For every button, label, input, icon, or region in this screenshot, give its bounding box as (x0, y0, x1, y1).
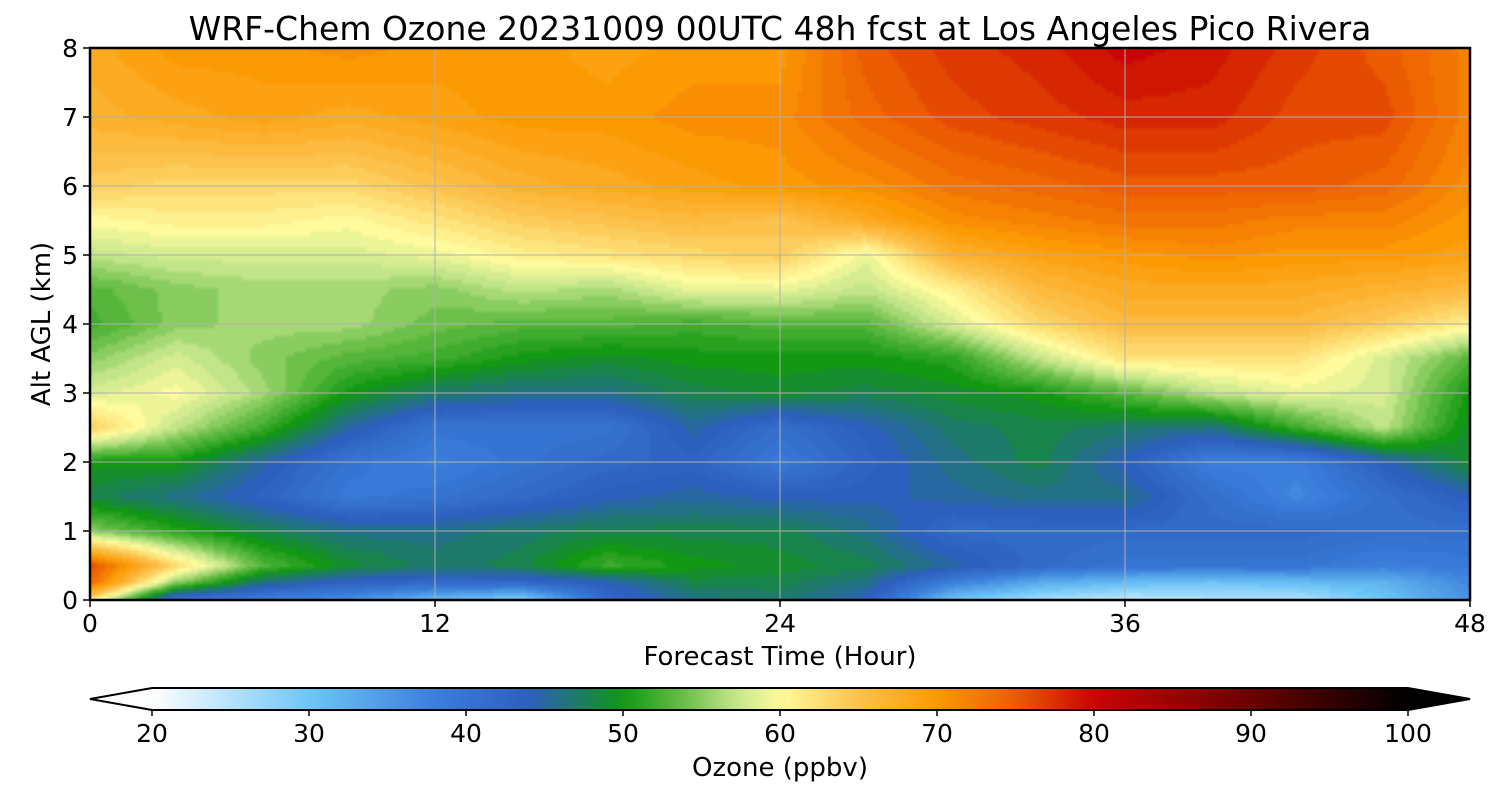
colorbar-ticks: 20 30 40 50 60 70 80 90 100 (136, 710, 1432, 748)
y-axis-ticks: 0 1 2 3 4 5 6 7 8 (62, 34, 90, 615)
colorbar-tick-label: 40 (450, 719, 482, 748)
chart-title: WRF-Chem Ozone 20231009 00UTC 48h fcst a… (189, 9, 1372, 48)
x-tick-label: 24 (764, 609, 796, 638)
colorbar-tick-label: 70 (921, 719, 953, 748)
y-tick-label: 5 (62, 241, 78, 270)
y-tick-label: 6 (62, 172, 78, 201)
colorbar-tick-label: 90 (1235, 719, 1267, 748)
colorbar-tick-label: 20 (136, 719, 168, 748)
colorbar-tick-label: 30 (293, 719, 325, 748)
colorbar: 20 30 40 50 60 70 80 90 100 Ozone (ppbv) (89, 687, 1471, 783)
x-tick-label: 48 (1454, 609, 1486, 638)
y-tick-label: 1 (62, 517, 78, 546)
x-tick-label: 12 (419, 609, 451, 638)
x-tick-label: 36 (1109, 609, 1141, 638)
colorbar-max-extension (1408, 688, 1470, 710)
y-tick-label: 3 (62, 379, 78, 408)
colorbar-tick-label: 60 (764, 719, 796, 748)
x-tick-label: 0 (82, 609, 98, 638)
colorbar-label: Ozone (ppbv) (692, 753, 868, 783)
y-tick-label: 7 (62, 103, 78, 132)
grid-lines (90, 48, 1470, 600)
x-axis-label: Forecast Time (Hour) (643, 642, 916, 672)
colorbar-tick-label: 80 (1078, 719, 1110, 748)
colorbar-min-extension (90, 688, 152, 710)
colorbar-gradient (152, 688, 1408, 710)
colorbar-tick-label: 100 (1384, 719, 1432, 748)
y-tick-label: 4 (62, 310, 78, 339)
colorbar-tick-label: 50 (607, 719, 639, 748)
y-axis-label: Alt AGL (km) (27, 242, 57, 406)
y-tick-label: 0 (62, 586, 78, 615)
y-tick-label: 2 (62, 448, 78, 477)
plot-area (88, 46, 1472, 602)
y-tick-label: 8 (62, 34, 78, 63)
x-axis-ticks: 0 12 24 36 48 (82, 600, 1486, 638)
